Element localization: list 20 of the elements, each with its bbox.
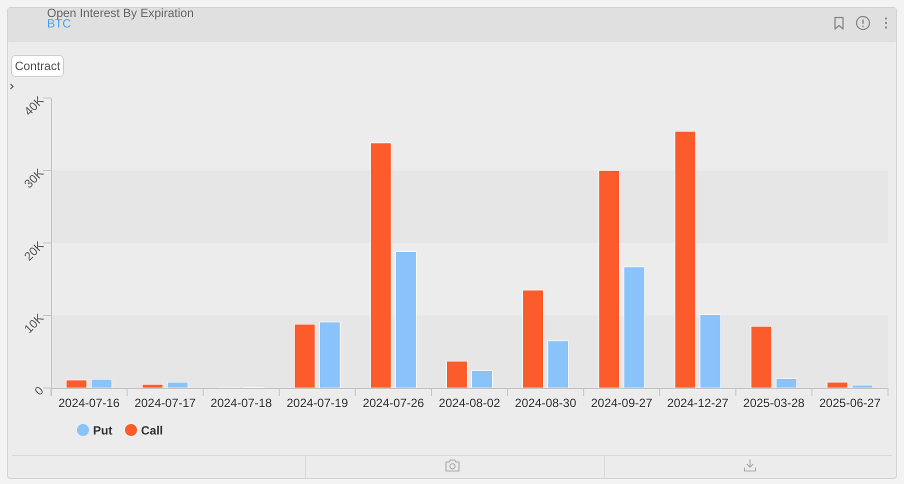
- x-tick-label: 2024-07-19: [286, 396, 348, 410]
- x-tick-label: 2024-08-30: [514, 396, 577, 410]
- x-tick-label: 2024-07-16: [58, 396, 120, 410]
- x-tick-label: 2025-03-28: [743, 396, 805, 410]
- y-tick-label: 40K: [21, 93, 46, 118]
- x-tick-label: 2024-07-18: [210, 396, 272, 410]
- x-tick-label: 2024-12-27: [667, 396, 729, 410]
- x-tick-label: 2024-09-27: [590, 396, 653, 410]
- text: Contract: [14, 59, 61, 73]
- legend-label: Call: [141, 424, 164, 438]
- y-tick-label: 20K: [21, 238, 46, 264]
- y-tick-label: 0: [32, 383, 47, 398]
- y-tick-label: 30K: [21, 166, 46, 191]
- x-tick-label: 2024-08-02: [438, 396, 501, 410]
- chart-title: Open Interest By Expiration: [47, 6, 194, 20]
- legend-label: Put: [93, 424, 112, 438]
- y-tick-label: 10K: [21, 310, 46, 336]
- x-tick-label: 2025-06-27: [819, 396, 881, 410]
- x-tick-label: 2024-07-17: [134, 396, 196, 410]
- x-tick-label: 2024-07-26: [362, 396, 424, 410]
